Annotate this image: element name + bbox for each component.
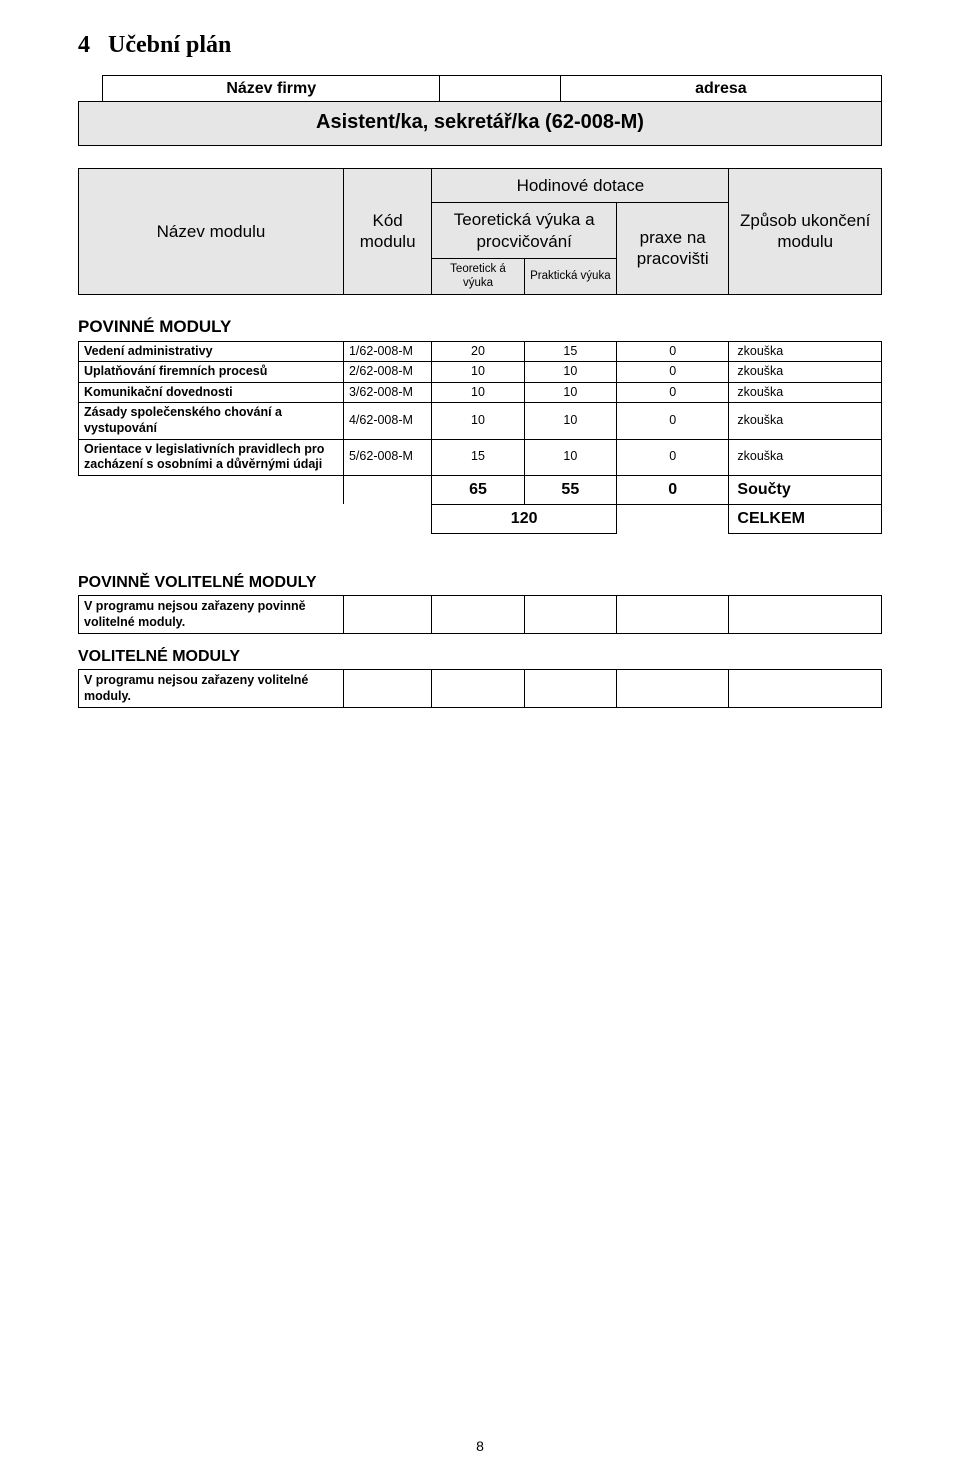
table-row: V programu nejsou zařazeny volitelné mod… [79,670,882,708]
module-praxe: 0 [617,403,729,439]
module-teor: 10 [432,362,524,383]
program-title: Asistent/ka, sekretář/ka (62-008-M) [79,102,882,146]
page-number: 8 [0,1438,960,1454]
module-praxe: 0 [617,382,729,403]
empty-cell [432,595,524,633]
module-name: Uplatňování firemních procesů [79,362,344,383]
summary-row: 65 55 0 Součty [79,475,882,504]
module-prak: 10 [524,403,616,439]
module-code: 4/62-008-M [343,403,431,439]
module-result: zkouška [729,362,882,383]
module-prak: 15 [524,341,616,362]
empty-cell [432,670,524,708]
optional-mandatory-label: POVINNĚ VOLITELNÉ MODULY [78,574,882,592]
celkem-row: 120 CELKEM [79,504,882,533]
hdr-zpusob: Způsob ukončení modulu [729,169,882,295]
optional-mandatory-table: V programu nejsou zařazeny povinně volit… [78,595,882,634]
page: 4 Učební plán Název firmy adresa Asistent… [0,0,960,1474]
table-row: Komunikační dovednosti 3/62-008-M 10 10 … [79,382,882,403]
module-result: zkouška [729,403,882,439]
optional-table: V programu nejsou zařazeny volitelné mod… [78,669,882,708]
firm-name-blank [440,76,560,102]
module-praxe: 0 [617,341,729,362]
summary-prak: 55 [524,475,616,504]
heading-number: 4 [78,32,90,58]
module-code: 2/62-008-M [343,362,431,383]
hdr-prak-sub: Praktická výuka [524,258,616,294]
empty-cell [617,670,729,708]
module-name: Orientace v legislativních pravidlech pr… [79,439,344,475]
table-row: Orientace v legislativních pravidlech pr… [79,439,882,475]
optional-text: V programu nejsou zařazeny volitelné mod… [79,670,344,708]
empty-cell [617,595,729,633]
optional-mandatory-text: V programu nejsou zařazeny povinně volit… [79,595,344,633]
summary-teor: 65 [432,475,524,504]
empty-cell [729,595,882,633]
empty-cell [729,670,882,708]
module-teor: 10 [432,382,524,403]
empty-cell [524,595,616,633]
firm-name-label: Název firmy [103,76,440,102]
celkem-total: 120 [432,504,617,533]
mandatory-modules-label: POVINNÉ MODULY [78,317,882,337]
module-code: 5/62-008-M [343,439,431,475]
module-result: zkouška [729,382,882,403]
optional-mandatory-section: POVINNĚ VOLITELNÉ MODULY V programu nejs… [78,574,882,709]
table-row: Zásady společenského chování a vystupová… [79,403,882,439]
hdr-teor-proc: Teoretická výuka a procvičování [432,203,617,259]
module-name: Komunikační dovednosti [79,382,344,403]
celkem-label: CELKEM [729,504,882,533]
module-praxe: 0 [617,362,729,383]
hdr-kod: Kód modulu [343,169,431,295]
module-code: 3/62-008-M [343,382,431,403]
page-heading: 4 Učební plán [78,32,882,59]
module-prak: 10 [524,382,616,403]
module-result: zkouška [729,341,882,362]
firm-address-label: adresa [560,76,881,102]
module-teor: 15 [432,439,524,475]
hdr-praxe: praxe na pracovišti [617,203,729,294]
module-praxe: 0 [617,439,729,475]
hdr-nazev: Název modulu [79,169,344,295]
module-result: zkouška [729,439,882,475]
module-prak: 10 [524,439,616,475]
module-teor: 20 [432,341,524,362]
table-row: Vedení administrativy 1/62-008-M 20 15 0… [79,341,882,362]
module-prak: 10 [524,362,616,383]
module-teor: 10 [432,403,524,439]
empty-cell [343,595,431,633]
hdr-teor-sub: Teoretick á výuka [432,258,524,294]
module-header-table: Název modulu Kód modulu Hodinové dotace … [78,168,882,295]
empty-cell [343,670,431,708]
module-code: 1/62-008-M [343,341,431,362]
mandatory-modules-table: Vedení administrativy 1/62-008-M 20 15 0… [78,341,882,534]
summary-praxe: 0 [617,475,729,504]
optional-label: VOLITELNÉ MODULY [78,648,882,666]
heading-text: Učební plán [108,32,231,58]
firm-title-table: Název firmy adresa Asistent/ka, sekretář… [78,75,882,146]
summary-label: Součty [729,475,882,504]
module-name: Zásady společenského chování a vystupová… [79,403,344,439]
table-row: V programu nejsou zařazeny povinně volit… [79,595,882,633]
hdr-dotace: Hodinové dotace [432,169,729,203]
empty-cell [524,670,616,708]
module-name: Vedení administrativy [79,341,344,362]
table-row: Uplatňování firemních procesů 2/62-008-M… [79,362,882,383]
